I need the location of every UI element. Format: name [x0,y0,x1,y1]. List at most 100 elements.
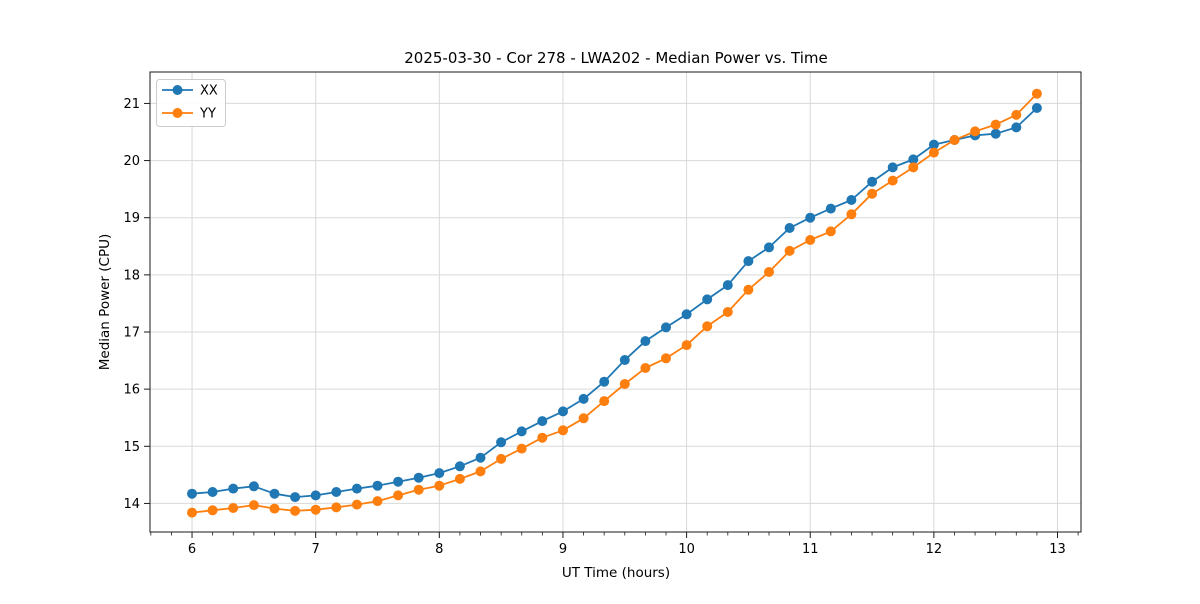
data-point-yy [764,267,774,277]
data-point-yy [248,500,259,511]
data-point-yy [681,340,692,351]
y-tick-label: 18 [123,268,140,283]
data-point-yy [187,507,197,518]
y-tick-label: 17 [123,326,140,341]
y-tick-label: 15 [123,440,140,455]
data-point-xx [599,376,610,387]
x-tick-label: 10 [678,542,695,557]
data-point-yy [516,443,527,454]
data-point-yy [970,126,981,137]
legend-marker-xx [172,85,183,95]
data-point-xx [681,309,692,320]
data-point-yy [207,505,218,516]
data-point-yy [558,425,568,436]
data-point-xx [496,437,507,448]
plot-border [149,71,1082,533]
data-point-yy [454,473,465,484]
data-point-yy [331,502,342,513]
data-point-yy [784,245,795,256]
y-tick-label: 14 [123,497,140,512]
data-point-yy [640,363,651,373]
data-point-yy [269,503,280,514]
series-layer [187,88,1042,518]
data-point-yy [475,466,486,477]
data-point-xx [248,481,259,492]
data-point-xx [310,490,321,501]
legend-label-yy: YY [199,107,216,122]
x-tick-label: 7 [312,542,320,557]
data-point-xx [702,294,713,305]
data-point-yy [805,235,816,245]
x-tick-label: 12 [926,542,943,557]
x-tick-label: 13 [1049,542,1066,557]
data-point-xx [372,480,383,491]
x-axis-label: UT Time (hours) [562,565,670,581]
data-point-xx [228,483,239,494]
data-point-yy [619,379,630,389]
data-point-yy [310,504,321,515]
data-point-yy [887,175,898,186]
data-point-xx [743,256,754,267]
data-point-xx [908,154,919,165]
grid-layer [150,72,1081,532]
data-point-xx [846,195,857,205]
legend-label-xx: XX [200,84,218,99]
data-point-xx [454,461,465,472]
legend-marker-yy [172,108,183,118]
data-point-yy [496,453,507,464]
data-point-xx [331,487,342,497]
data-point-xx [351,483,362,494]
data-point-xx [290,492,301,503]
data-point-yy [949,135,960,145]
data-point-yy [413,484,424,495]
data-point-xx [269,488,280,499]
data-point-xx [928,139,939,150]
x-tick-label: 6 [188,542,196,557]
chart-title: 2025-03-30 - Cor 278 - LWA202 - Median P… [404,49,828,67]
data-point-yy [743,284,754,295]
y-tick-label: 16 [123,383,140,398]
x-tick-label: 11 [802,542,819,557]
y-tick-label: 20 [123,154,140,169]
data-point-yy [290,505,301,516]
data-point-xx [1031,103,1042,113]
data-point-xx [537,416,548,427]
data-point-yy [722,307,733,317]
data-point-yy [351,499,362,510]
data-point-yy [825,226,836,237]
y-axis-label: Median Power (CPU) [97,234,113,370]
axes-layer: 6 7 8 9 10 11 12 13 14 15 16 17 18 19 20 21 [123,71,1082,557]
data-point-xx [661,322,671,333]
data-point-yy [928,147,939,158]
data-point-yy [1031,88,1042,99]
data-point-xx [187,488,197,499]
data-point-xx [784,223,795,233]
data-point-xx [413,472,424,483]
data-point-yy [702,321,713,332]
data-point-xx [558,406,568,417]
data-point-xx [578,393,589,404]
data-point-yy [372,496,383,507]
data-point-xx [805,212,816,223]
data-point-yy [908,162,919,173]
data-point-xx [640,336,651,347]
data-point-xx [867,176,878,187]
data-point-xx [434,468,445,479]
data-point-yy [434,480,445,491]
data-point-yy [228,503,239,513]
data-point-yy [393,490,404,501]
x-tick-label: 8 [435,542,443,557]
data-point-yy [990,119,1001,130]
data-point-xx [887,162,898,173]
data-point-xx [475,452,486,463]
data-point-xx [393,476,404,487]
data-point-yy [1011,109,1022,120]
y-tick-label: 21 [123,97,140,112]
data-point-yy [661,353,671,364]
legend: XX YY [156,79,226,127]
data-point-xx [825,203,836,214]
x-tick-label: 9 [559,542,567,557]
data-point-yy [867,188,878,199]
